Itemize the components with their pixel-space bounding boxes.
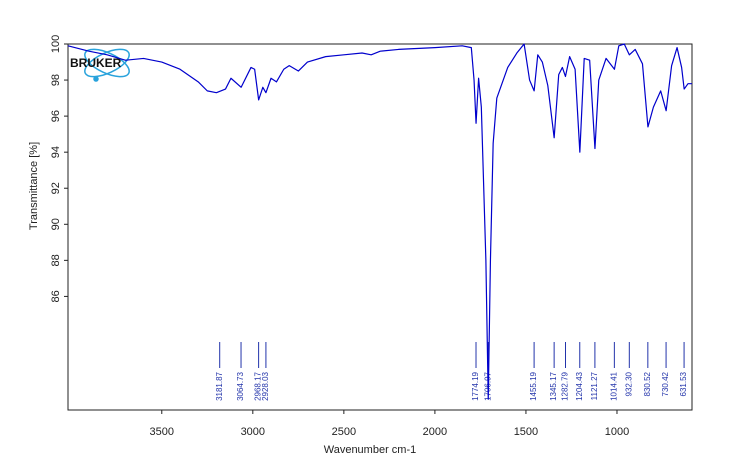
x-axis-label: Wavenumber cm-1 bbox=[324, 444, 417, 456]
y-tick-label: 96 bbox=[50, 110, 62, 122]
peak-label: 1774.19 bbox=[471, 371, 480, 400]
peak-label: 631.53 bbox=[679, 371, 688, 396]
peak-label: 3181.87 bbox=[215, 371, 224, 400]
x-tick-label: 1000 bbox=[605, 426, 629, 438]
y-tick-label: 88 bbox=[50, 254, 62, 266]
logo-text: BRUKER bbox=[70, 56, 122, 70]
x-tick-label: 1500 bbox=[514, 426, 538, 438]
peak-label: 2928.03 bbox=[261, 371, 270, 400]
y-tick-label: 100 bbox=[50, 35, 62, 53]
peak-label: 932.30 bbox=[624, 371, 633, 396]
peak-label: 3064.73 bbox=[236, 371, 245, 400]
x-tick-label: 2500 bbox=[332, 426, 356, 438]
y-tick-label: 94 bbox=[50, 146, 62, 158]
peak-label: 1455.19 bbox=[529, 371, 538, 400]
peak-label: 730.42 bbox=[661, 371, 670, 396]
peak-label: 1345.17 bbox=[549, 371, 558, 400]
spectrum-line bbox=[67, 43, 692, 400]
peak-label: 2968.17 bbox=[254, 371, 263, 400]
x-tick-label: 2000 bbox=[423, 426, 447, 438]
y-tick-label: 92 bbox=[50, 182, 62, 194]
y-tick-label: 90 bbox=[50, 218, 62, 230]
y-tick-label: 86 bbox=[50, 290, 62, 302]
y-axis-label: Transmittance [%] bbox=[28, 142, 40, 230]
x-tick-label: 3500 bbox=[150, 426, 174, 438]
peak-label: 1014.41 bbox=[609, 371, 618, 400]
peak-label: 1282.79 bbox=[561, 371, 570, 400]
x-tick-label: 3000 bbox=[241, 426, 265, 438]
peak-label: 1204.43 bbox=[575, 371, 584, 400]
plot-frame bbox=[67, 43, 693, 411]
peak-label: 1121.27 bbox=[590, 371, 599, 400]
y-tick-label: 98 bbox=[50, 74, 62, 86]
peak-label: 830.52 bbox=[643, 371, 652, 396]
